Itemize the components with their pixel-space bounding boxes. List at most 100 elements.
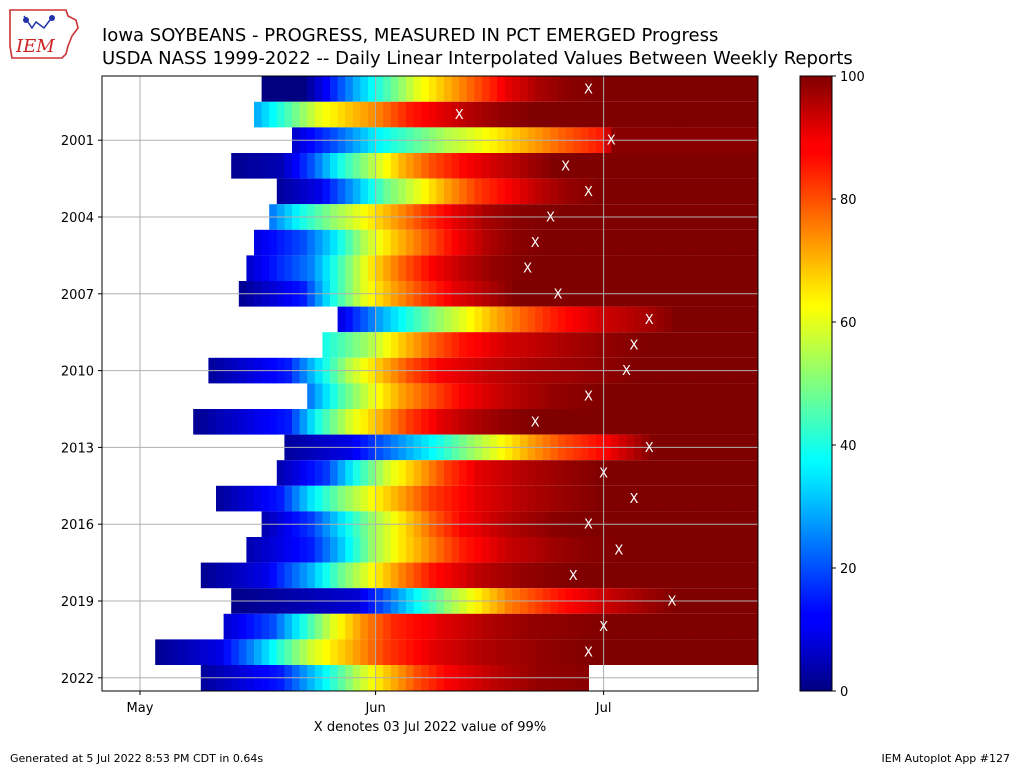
heatmap-cell <box>717 153 726 179</box>
heatmap-cell <box>664 537 673 563</box>
heatmap-cell <box>565 178 574 205</box>
heatmap-cell <box>694 178 703 205</box>
heatmap-cell <box>694 229 703 256</box>
heatmap-cell <box>732 562 741 589</box>
heatmap-cell <box>474 639 483 665</box>
heatmap-cell <box>360 562 369 589</box>
heatmap-cell <box>398 409 407 435</box>
heatmap-cell <box>687 229 696 256</box>
heatmap-cell <box>732 409 741 435</box>
heatmap-cell <box>466 332 475 358</box>
heatmap-cell <box>322 383 331 409</box>
heatmap-cell <box>618 485 627 512</box>
heatmap-cell <box>254 409 263 435</box>
heatmap-cell <box>504 76 513 102</box>
heatmap-cell <box>725 613 734 640</box>
heatmap-cell <box>231 153 240 179</box>
heatmap-cell <box>611 306 620 333</box>
heatmap-cell <box>451 485 460 512</box>
heatmap-cell <box>421 383 430 409</box>
heatmap-cell <box>337 332 346 358</box>
heatmap-cell <box>618 537 627 563</box>
heatmap-cell <box>588 76 597 102</box>
heatmap-cell <box>504 460 513 486</box>
heatmap-cell <box>702 332 711 358</box>
heatmap-cell <box>398 178 407 205</box>
heatmap-cell <box>261 409 270 435</box>
heatmap-cell <box>398 76 407 102</box>
heatmap-cell <box>755 562 758 589</box>
heatmap-cell <box>474 562 483 589</box>
heatmap-cell <box>314 409 323 435</box>
heatmap-cell <box>276 229 285 256</box>
heatmap-cell <box>444 101 453 128</box>
heatmap-cell <box>558 76 567 102</box>
x-marker: X <box>668 595 677 610</box>
heatmap-cell <box>406 537 415 563</box>
heatmap-cell <box>398 153 407 179</box>
x-marker: X <box>531 415 540 430</box>
heatmap-cell <box>527 101 536 128</box>
heatmap-cell <box>710 639 719 665</box>
heatmap-cell <box>375 332 384 358</box>
heatmap-cell <box>565 460 574 486</box>
heatmap-cell <box>542 460 551 486</box>
heatmap-cell <box>740 101 749 128</box>
heatmap-cell <box>307 409 316 435</box>
heatmap-cell <box>596 255 605 281</box>
heatmap-cell <box>755 485 758 512</box>
heatmap-cell <box>307 383 316 409</box>
heatmap-cell <box>497 178 506 205</box>
heatmap-cell <box>717 255 726 281</box>
heatmap-cell <box>573 409 582 435</box>
heatmap-cell <box>261 537 270 563</box>
heatmap-cell <box>466 639 475 665</box>
heatmap-cell <box>740 639 749 665</box>
app-id: IEM Autoplot App #127 <box>881 752 1011 765</box>
heatmap-cell <box>398 485 407 512</box>
heatmap-cell <box>542 383 551 409</box>
heatmap-cell <box>596 229 605 256</box>
heatmap-cell <box>520 76 529 102</box>
heatmap-cell <box>755 383 758 409</box>
heatmap-cell <box>208 409 217 435</box>
heatmap-cell <box>238 562 247 589</box>
heatmap-cell <box>428 153 437 179</box>
heatmap-cell <box>626 613 635 640</box>
heatmap-cell <box>398 460 407 486</box>
heatmap-cell <box>725 153 734 179</box>
heatmap-cell <box>504 613 513 640</box>
heatmap-cell <box>459 76 468 102</box>
heatmap-cell <box>284 178 293 205</box>
heatmap-cell <box>740 613 749 640</box>
heatmap-cell <box>352 76 361 102</box>
heatmap-cell <box>527 153 536 179</box>
heatmap-cell <box>398 613 407 640</box>
heatmap-cell <box>292 76 301 102</box>
heatmap-cell <box>687 255 696 281</box>
heatmap-cell <box>710 332 719 358</box>
heatmap-cell <box>550 639 559 665</box>
heatmap-cell <box>634 613 643 640</box>
heatmap-cell <box>155 639 164 665</box>
heatmap-cell <box>664 306 673 333</box>
heatmap-cell <box>482 101 491 128</box>
heatmap-cell <box>565 562 574 589</box>
heatmap-cell <box>740 332 749 358</box>
heatmap-cell <box>573 460 582 486</box>
heatmap-cell <box>626 178 635 205</box>
heatmap-cell <box>360 460 369 486</box>
heatmap-cell <box>573 153 582 179</box>
heatmap-cell <box>238 153 247 179</box>
heatmap-cell <box>352 255 361 281</box>
heatmap-cell <box>246 613 255 640</box>
heatmap-cell <box>451 153 460 179</box>
heatmap-cell <box>360 409 369 435</box>
heatmap-cell <box>398 306 407 333</box>
heatmap-cell <box>504 178 513 205</box>
heatmap-cell <box>200 562 209 589</box>
heatmap-cell <box>421 485 430 512</box>
heatmap-cell <box>292 460 301 486</box>
heatmap-cell <box>618 76 627 102</box>
heatmap-cell <box>421 153 430 179</box>
